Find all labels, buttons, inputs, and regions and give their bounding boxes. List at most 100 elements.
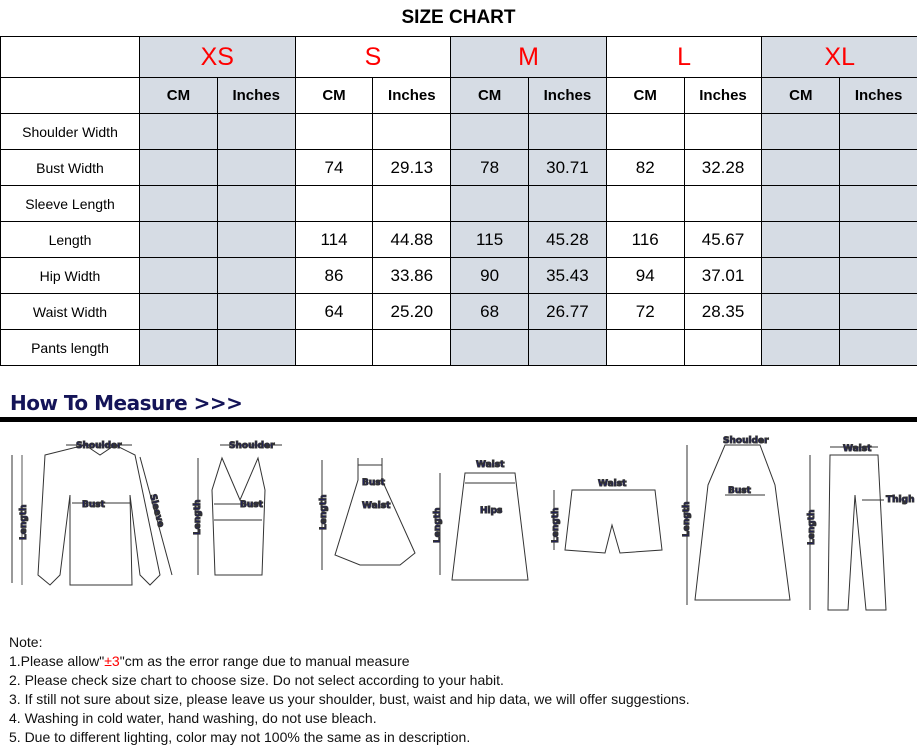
value-cell: 116 — [605, 221, 685, 258]
value-cell — [139, 149, 218, 186]
measure-illustrations: Shoulder Bust Sleeve Length Shoulder Bus… — [0, 425, 917, 625]
value-cell: 82 — [605, 149, 685, 186]
note-1: 1.Please allow"±3"cm as the error range … — [9, 652, 690, 671]
svg-text:Shoulder: Shoulder — [76, 441, 122, 451]
value-cell — [761, 149, 841, 186]
value-cell: 37.01 — [683, 257, 763, 294]
size-header-l: L — [605, 36, 763, 78]
unit-header-inches: Inches — [216, 77, 296, 114]
svg-text:Waist: Waist — [843, 444, 872, 454]
value-cell — [216, 113, 296, 150]
unit-header-cm: CM — [139, 77, 218, 114]
note-1-text: 1.Please allow" — [9, 653, 105, 669]
value-cell — [839, 329, 917, 366]
note-3: 3. If still not sure about size, please … — [9, 691, 690, 707]
value-cell — [294, 329, 374, 366]
value-cell — [761, 185, 841, 222]
value-cell — [683, 329, 763, 366]
svg-text:Bust: Bust — [728, 486, 752, 496]
unit-header-inches: Inches — [528, 77, 607, 114]
value-cell: 94 — [605, 257, 685, 294]
svg-text:Thigh: Thigh — [886, 495, 914, 505]
page-title: SIZE CHART — [401, 7, 516, 28]
value-cell — [839, 185, 917, 222]
value-cell — [294, 113, 374, 150]
svg-text:Length: Length — [193, 500, 203, 535]
row-label: Shoulder Width — [0, 113, 140, 150]
unit-header-cm: CM — [450, 77, 529, 114]
value-cell: 114 — [294, 221, 374, 258]
value-cell — [761, 257, 841, 294]
value-cell — [139, 113, 218, 150]
value-cell: 33.86 — [372, 257, 452, 294]
value-cell: 32.28 — [683, 149, 763, 186]
svg-text:Shoulder: Shoulder — [229, 441, 275, 451]
row-label: Hip Width — [0, 257, 140, 294]
corner-cell — [0, 36, 140, 78]
row-label: Length — [0, 221, 140, 258]
value-cell: 35.43 — [528, 257, 607, 294]
value-cell — [450, 329, 529, 366]
value-cell: 68 — [450, 293, 529, 330]
skirt-illustration: Waist Hips Length — [433, 460, 529, 581]
value-cell — [683, 113, 763, 150]
vest-illustration: Shoulder Bust Length — [193, 441, 282, 576]
note-1-tolerance: ±3 — [104, 653, 120, 669]
svg-text:Waist: Waist — [362, 501, 391, 511]
table-row: Hip Width 86 33.86 90 35.43 94 37.01 — [0, 257, 917, 294]
corner-cell — [0, 77, 140, 114]
value-cell: 25.20 — [372, 293, 452, 330]
value-cell: 86 — [294, 257, 374, 294]
unit-header-cm: CM — [605, 77, 685, 114]
row-label: Bust Width — [0, 149, 140, 186]
value-cell — [605, 185, 685, 222]
value-cell — [139, 185, 218, 222]
value-cell — [528, 185, 607, 222]
value-cell — [839, 113, 917, 150]
size-header-row: XS S M L XL — [0, 36, 917, 78]
row-label: Sleeve Length — [0, 185, 140, 222]
value-cell — [372, 329, 452, 366]
value-cell — [372, 185, 452, 222]
pants-illustration: Waist Thigh Length — [807, 444, 915, 611]
size-header-m: M — [450, 36, 607, 78]
value-cell — [216, 257, 296, 294]
value-cell — [683, 185, 763, 222]
coat-illustration: Shoulder Bust Length — [682, 436, 791, 605]
value-cell — [139, 257, 218, 294]
value-cell — [839, 221, 917, 258]
value-cell — [450, 113, 529, 150]
value-cell: 29.13 — [372, 149, 452, 186]
svg-text:Length: Length — [319, 495, 329, 530]
value-cell: 64 — [294, 293, 374, 330]
value-cell: 28.35 — [683, 293, 763, 330]
value-cell — [761, 113, 841, 150]
svg-text:Length: Length — [433, 508, 443, 543]
value-cell: 90 — [450, 257, 529, 294]
value-cell — [216, 185, 296, 222]
blouse-illustration: Shoulder Bust Sleeve Length — [11, 441, 173, 586]
size-chart-table: XS S M L XL CM Inches CM Inches CM Inches CM Inches C… — [0, 36, 917, 366]
table-row: Shoulder Width — [0, 113, 917, 150]
value-cell: 72 — [605, 293, 685, 330]
value-cell — [839, 293, 917, 330]
svg-text:Bust: Bust — [82, 500, 106, 510]
note-5: 5. Due to different lighting, color may … — [9, 729, 471, 745]
svg-text:Sleeve: Sleeve — [147, 493, 165, 528]
value-cell: 115 — [450, 221, 529, 258]
notes-heading: Note: — [9, 634, 43, 650]
row-label: Pants length — [0, 329, 140, 366]
value-cell — [139, 221, 218, 258]
notes: Note: 1.Please allow"±3"cm as the error … — [9, 633, 690, 747]
svg-text:Length: Length — [807, 510, 817, 545]
size-header-s: S — [294, 36, 452, 78]
value-cell — [528, 329, 607, 366]
value-cell — [216, 221, 296, 258]
value-cell: 74 — [294, 149, 374, 186]
note-1-text-end: "cm as the error range due to manual mea… — [119, 653, 410, 669]
value-cell — [450, 185, 529, 222]
unit-header-cm: CM — [761, 77, 841, 114]
value-cell — [216, 149, 296, 186]
table-row: Bust Width 74 29.13 78 30.71 82 32.28 — [0, 149, 917, 186]
size-header-xs: XS — [139, 36, 296, 78]
